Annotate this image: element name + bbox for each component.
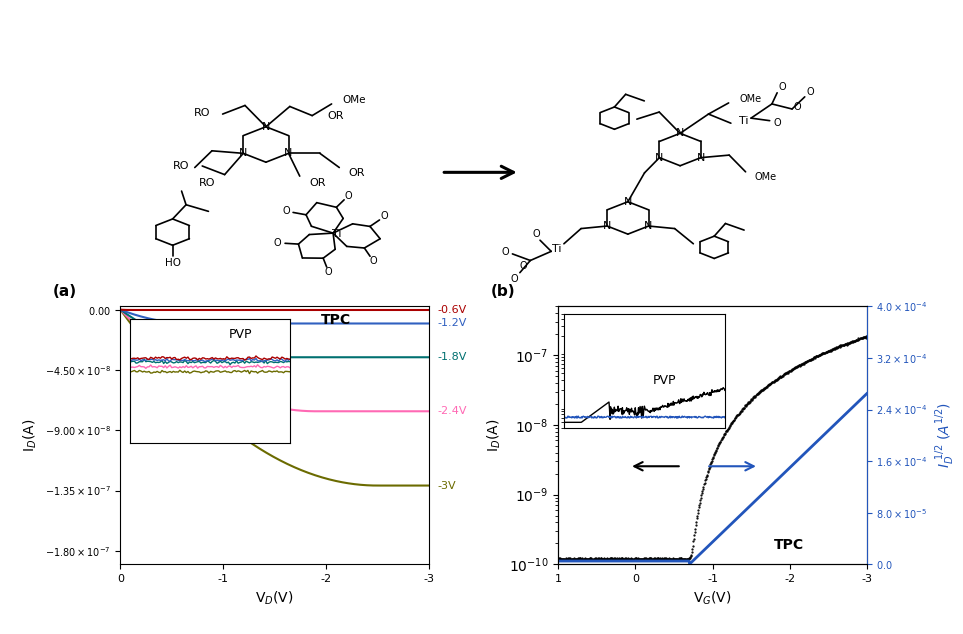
Text: O: O [273, 238, 281, 248]
Text: OR: OR [327, 110, 344, 120]
Text: O: O [533, 229, 540, 238]
Text: (a): (a) [53, 284, 77, 299]
Text: O: O [282, 206, 290, 216]
Text: TPC: TPC [321, 313, 351, 327]
Text: RO: RO [194, 108, 210, 117]
Text: Ti: Ti [739, 115, 748, 126]
Text: N: N [239, 148, 247, 158]
Text: O: O [807, 87, 815, 97]
Text: O: O [501, 247, 508, 257]
Text: RO: RO [173, 161, 190, 171]
Y-axis label: I$_D$(A): I$_D$(A) [22, 418, 39, 452]
Text: TPC: TPC [774, 538, 804, 552]
Text: Ti: Ti [552, 244, 561, 254]
Text: N: N [624, 197, 632, 207]
Text: -0.6V: -0.6V [437, 305, 466, 315]
Text: -2.4V: -2.4V [437, 406, 466, 417]
Text: RO: RO [198, 178, 215, 188]
Text: HO: HO [165, 258, 181, 268]
Y-axis label: I$_D$(A): I$_D$(A) [486, 418, 504, 452]
Text: N: N [603, 221, 612, 231]
Text: OR: OR [309, 178, 325, 188]
Text: OMe: OMe [740, 94, 762, 104]
Text: O: O [345, 191, 352, 201]
Text: OR: OR [349, 167, 365, 178]
Text: N: N [284, 148, 293, 158]
Text: O: O [778, 82, 786, 92]
Text: OMe: OMe [755, 172, 777, 182]
Text: OMe: OMe [342, 95, 366, 105]
Text: N: N [696, 153, 705, 163]
Text: Ti: Ti [332, 229, 342, 239]
Text: O: O [794, 102, 801, 112]
X-axis label: V$_D$(V): V$_D$(V) [255, 590, 294, 607]
Text: O: O [370, 256, 377, 266]
Text: N: N [262, 122, 270, 132]
Text: O: O [519, 261, 527, 271]
Text: N: N [676, 128, 685, 138]
Text: (b): (b) [490, 284, 515, 299]
Text: -3V: -3V [437, 481, 455, 491]
Text: N: N [644, 221, 653, 231]
Text: N: N [655, 153, 664, 163]
Text: O: O [510, 275, 518, 284]
Text: -1.8V: -1.8V [437, 353, 466, 362]
Text: O: O [381, 211, 389, 221]
Text: O: O [773, 118, 781, 128]
X-axis label: V$_G$(V): V$_G$(V) [693, 590, 732, 607]
Text: -1.2V: -1.2V [437, 318, 466, 328]
Y-axis label: $I_D^{\ 1/2}\ (A^{1/2})$: $I_D^{\ 1/2}\ (A^{1/2})$ [934, 402, 957, 469]
Text: O: O [325, 267, 332, 277]
